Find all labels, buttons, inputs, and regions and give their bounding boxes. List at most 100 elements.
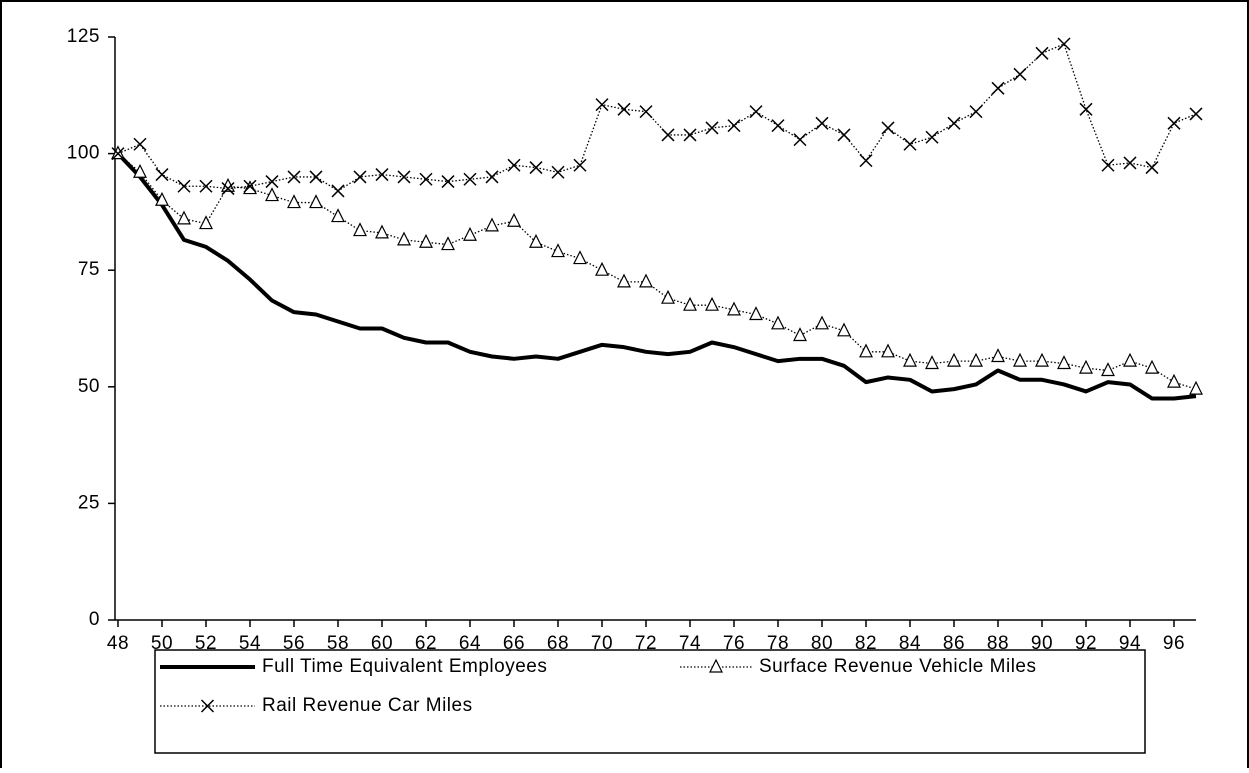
y-tick-label: 100 bbox=[67, 143, 100, 164]
marker-triangle bbox=[1035, 352, 1049, 367]
marker-x bbox=[1145, 161, 1159, 175]
marker-triangle bbox=[287, 194, 301, 209]
marker-x bbox=[265, 175, 279, 189]
marker-triangle bbox=[1079, 359, 1093, 374]
x-tick-label: 66 bbox=[503, 633, 525, 654]
marker-x bbox=[617, 102, 631, 116]
marker-triangle bbox=[1167, 373, 1181, 388]
marker-triangle bbox=[771, 315, 785, 330]
marker-x bbox=[287, 170, 301, 184]
x-tick-label: 74 bbox=[679, 633, 701, 654]
marker-x bbox=[309, 170, 323, 184]
marker-triangle bbox=[793, 327, 807, 342]
marker-triangle bbox=[133, 163, 147, 178]
marker-triangle bbox=[1189, 380, 1203, 395]
marker-triangle bbox=[925, 355, 939, 370]
x-tick-label: 64 bbox=[459, 633, 481, 654]
y-tick-label: 50 bbox=[78, 376, 100, 397]
x-tick-label: 52 bbox=[195, 633, 217, 654]
marker-triangle bbox=[727, 301, 741, 316]
legend-box bbox=[154, 649, 1146, 754]
marker-x bbox=[397, 170, 411, 184]
series-line bbox=[117, 43, 1197, 192]
marker-x bbox=[749, 105, 763, 119]
x-tick-label: 56 bbox=[283, 633, 305, 654]
marker-x bbox=[463, 172, 477, 186]
marker-triangle bbox=[991, 348, 1005, 363]
legend-marker bbox=[709, 658, 723, 673]
marker-triangle bbox=[155, 191, 169, 206]
marker-x bbox=[705, 121, 719, 135]
marker-x bbox=[661, 128, 675, 142]
marker-x bbox=[243, 179, 257, 193]
marker-x bbox=[551, 165, 565, 179]
marker-x bbox=[573, 158, 587, 172]
x-tick-label: 84 bbox=[899, 633, 921, 654]
marker-x bbox=[925, 130, 939, 144]
x-tick-label: 78 bbox=[767, 633, 789, 654]
y-tick-label: 25 bbox=[78, 492, 100, 513]
marker-triangle bbox=[1101, 362, 1115, 377]
marker-triangle bbox=[529, 233, 543, 248]
marker-triangle bbox=[661, 289, 675, 304]
marker-x bbox=[683, 128, 697, 142]
marker-x bbox=[485, 170, 499, 184]
marker-x bbox=[991, 81, 1005, 95]
marker-x bbox=[1013, 67, 1027, 81]
marker-triangle bbox=[507, 212, 521, 227]
marker-x bbox=[771, 119, 785, 133]
marker-triangle bbox=[1123, 352, 1137, 367]
x-tick-label: 96 bbox=[1163, 633, 1185, 654]
marker-triangle bbox=[309, 194, 323, 209]
marker-triangle bbox=[485, 217, 499, 232]
legend-label: Full Time Equivalent Employees bbox=[262, 656, 547, 677]
marker-x bbox=[1101, 158, 1115, 172]
y-tick-label: 0 bbox=[89, 609, 100, 630]
marker-x bbox=[199, 179, 213, 193]
x-tick-label: 82 bbox=[855, 633, 877, 654]
marker-triangle bbox=[441, 236, 455, 251]
marker-x bbox=[793, 133, 807, 147]
x-tick-label: 94 bbox=[1119, 633, 1141, 654]
x-tick-label: 92 bbox=[1075, 633, 1097, 654]
marker-x bbox=[353, 170, 367, 184]
marker-x bbox=[331, 184, 345, 198]
marker-x bbox=[595, 98, 609, 112]
marker-x bbox=[903, 137, 917, 151]
marker-triangle bbox=[705, 296, 719, 311]
x-tick-label: 48 bbox=[107, 633, 129, 654]
x-tick-label: 70 bbox=[591, 633, 613, 654]
marker-triangle bbox=[199, 215, 213, 230]
marker-x bbox=[1079, 102, 1093, 116]
marker-triangle bbox=[903, 352, 917, 367]
marker-triangle bbox=[419, 233, 433, 248]
marker-x bbox=[375, 168, 389, 182]
marker-x bbox=[1167, 116, 1181, 130]
x-tick-label: 90 bbox=[1031, 633, 1053, 654]
marker-triangle bbox=[815, 315, 829, 330]
marker-triangle bbox=[353, 222, 367, 237]
x-tick-label: 86 bbox=[943, 633, 965, 654]
marker-triangle bbox=[397, 231, 411, 246]
x-tick-label: 50 bbox=[151, 633, 173, 654]
marker-triangle bbox=[639, 273, 653, 288]
x-tick-label: 68 bbox=[547, 633, 569, 654]
marker-x bbox=[1189, 107, 1203, 121]
marker-x bbox=[177, 179, 191, 193]
legend-label: Rail Revenue Car Miles bbox=[262, 695, 473, 716]
legend-label: Surface Revenue Vehicle Miles bbox=[759, 656, 1036, 677]
marker-triangle bbox=[243, 180, 257, 195]
marker-x bbox=[111, 147, 125, 161]
marker-triangle bbox=[595, 261, 609, 276]
marker-triangle bbox=[463, 226, 477, 241]
marker-x bbox=[837, 128, 851, 142]
marker-x bbox=[727, 119, 741, 133]
marker-x bbox=[507, 158, 521, 172]
marker-x bbox=[1123, 156, 1137, 170]
marker-triangle bbox=[947, 352, 961, 367]
marker-x bbox=[441, 175, 455, 189]
x-tick-label: 72 bbox=[635, 633, 657, 654]
marker-triangle bbox=[683, 296, 697, 311]
y-tick-label: 125 bbox=[67, 26, 100, 47]
